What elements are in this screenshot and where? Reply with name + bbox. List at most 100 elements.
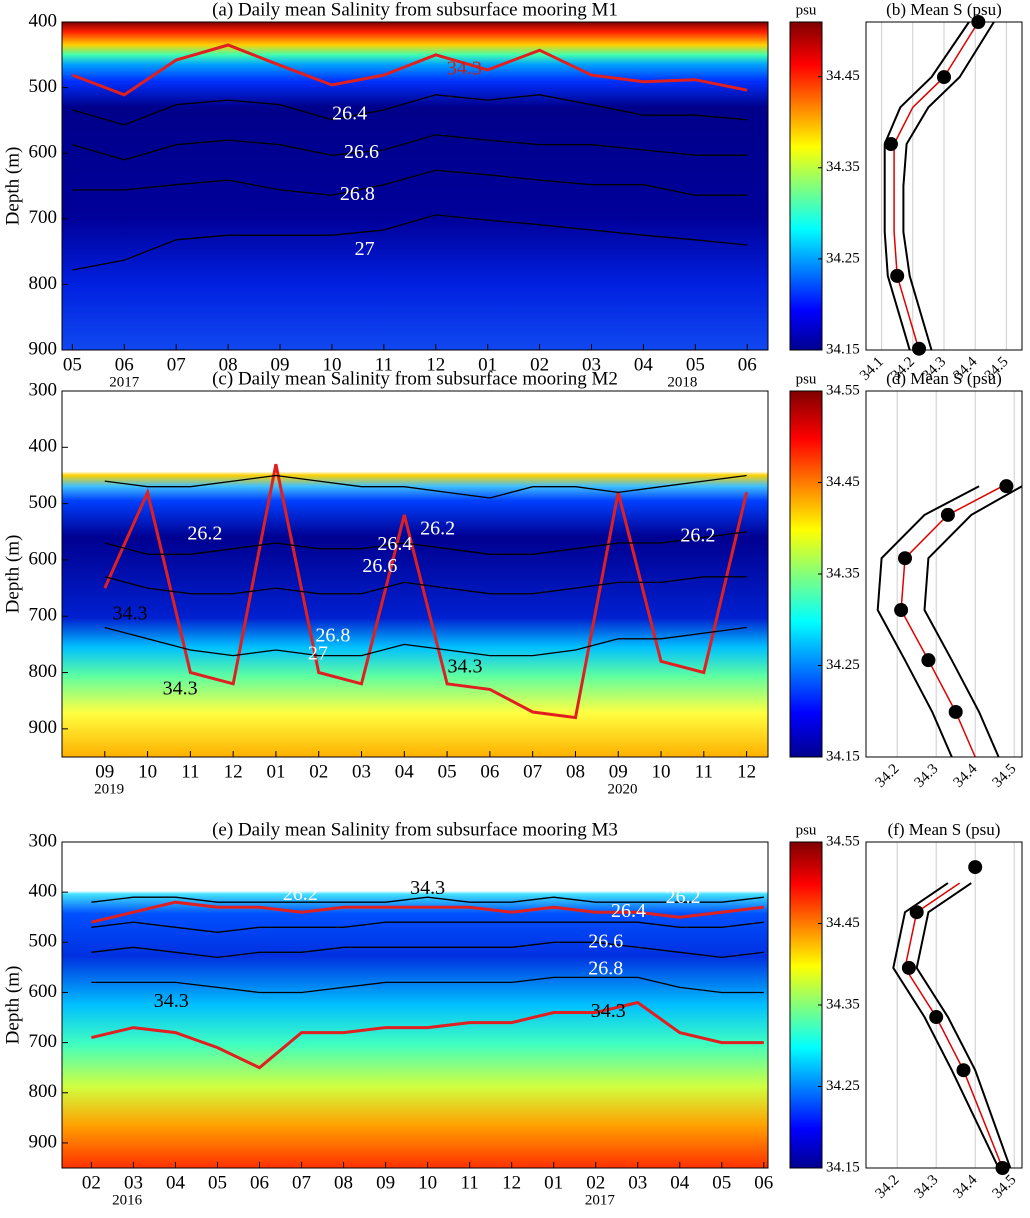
profile-lower bbox=[883, 21, 970, 351]
contour-line bbox=[91, 921, 764, 933]
x-tick-label: 12 bbox=[426, 354, 445, 375]
x-tick-label: 11 bbox=[460, 1172, 478, 1193]
y-axis-label: Depth (m) bbox=[2, 966, 23, 1045]
y-tick-label: 700 bbox=[29, 605, 58, 626]
y-tick-label: 700 bbox=[29, 207, 58, 228]
contour-label: 34.3 bbox=[591, 1000, 626, 1022]
colorbar-tick-label: 34.15 bbox=[826, 341, 860, 357]
contour-line bbox=[72, 94, 748, 126]
plot-frame bbox=[61, 21, 769, 351]
profile-point bbox=[883, 137, 898, 152]
y-tick-label: 300 bbox=[29, 379, 58, 400]
x-tick-label: 09 bbox=[609, 761, 628, 782]
y-axis-label: Depth (m) bbox=[2, 535, 23, 614]
panel-title: (e) Daily mean Salinity from subsurface … bbox=[212, 819, 618, 840]
profile-point bbox=[937, 70, 951, 85]
contour-label: 26.4 bbox=[377, 533, 412, 555]
profile-x-tick-label: 34.2 bbox=[873, 761, 903, 791]
profile-point bbox=[940, 507, 955, 522]
profile-point bbox=[901, 960, 916, 975]
x-tick-label: 01 bbox=[266, 761, 285, 782]
x-tick-label: 07 bbox=[292, 1172, 311, 1193]
colorbar-tick-label: 34.15 bbox=[826, 1159, 860, 1175]
x-tick-label: 02 bbox=[309, 761, 328, 782]
y-tick-label: 400 bbox=[29, 436, 58, 457]
x-tick-label: 08 bbox=[219, 354, 238, 375]
profile-x-tick-label: 34.4 bbox=[951, 1172, 981, 1202]
colorbar-tick-label: 34.45 bbox=[826, 915, 860, 931]
contour-label: 26.2 bbox=[666, 886, 701, 908]
x-tick-label: 09 bbox=[271, 354, 290, 375]
x-tick-label: 06 bbox=[738, 354, 757, 375]
profile-title: (b) Mean S (psu) bbox=[886, 0, 1002, 19]
profile-point bbox=[968, 860, 983, 875]
profile-title: (d) Mean S (psu) bbox=[886, 369, 1002, 388]
y-tick-label: 800 bbox=[29, 661, 58, 682]
x-tick-label: 04 bbox=[166, 1172, 186, 1193]
y-tick-label: 300 bbox=[29, 830, 58, 851]
x-tick-label: 05 bbox=[63, 354, 82, 375]
contour-line bbox=[72, 169, 748, 196]
contour-label: 26.6 bbox=[344, 141, 379, 163]
y-tick-label: 600 bbox=[29, 548, 58, 569]
panel-title: (c) Daily mean Salinity from subsurface … bbox=[212, 368, 618, 389]
x-tick-label: 07 bbox=[523, 761, 542, 782]
contour-line bbox=[104, 576, 747, 595]
profile-point bbox=[894, 603, 909, 618]
profile-point bbox=[921, 653, 936, 668]
y-tick-label: 500 bbox=[29, 492, 58, 513]
contour-line bbox=[91, 896, 764, 903]
contour-label: 26.8 bbox=[315, 625, 350, 647]
colorbar-tick-label: 34.35 bbox=[826, 996, 860, 1012]
profile-point bbox=[956, 1063, 971, 1078]
contour-label: 26.2 bbox=[680, 524, 715, 546]
profile-lower bbox=[876, 485, 980, 758]
contour-line bbox=[72, 134, 748, 161]
colorbar-tick-label: 34.45 bbox=[826, 474, 860, 490]
contour-label: 26.8 bbox=[588, 957, 623, 979]
x-tick-label: 01 bbox=[544, 1172, 563, 1193]
x-tick-label: 09 bbox=[376, 1172, 395, 1193]
y-tick-label: 400 bbox=[29, 881, 58, 902]
y-tick-label: 600 bbox=[29, 981, 58, 1002]
x-tick-label: 03 bbox=[352, 761, 371, 782]
x-tick-label: 12 bbox=[502, 1172, 521, 1193]
profile-title: (f) Mean S (psu) bbox=[888, 820, 1001, 839]
x-tick-label: 10 bbox=[652, 761, 671, 782]
y-tick-label: 900 bbox=[29, 1131, 58, 1152]
contour-label: 26.2 bbox=[283, 883, 318, 905]
year-label: 2017 bbox=[585, 1192, 616, 1208]
contour-line bbox=[91, 941, 764, 959]
year-label: 2018 bbox=[667, 374, 697, 390]
colorbar-tick-label: 34.45 bbox=[826, 68, 860, 84]
profile-upper bbox=[923, 485, 1023, 758]
contour-label: 26.2 bbox=[420, 518, 455, 540]
colorbar-tick-label: 34.55 bbox=[826, 382, 860, 398]
x-tick-label: 02 bbox=[530, 354, 549, 375]
x-tick-label: 11 bbox=[695, 761, 713, 782]
y-tick-label: 400 bbox=[29, 10, 58, 31]
contour-line bbox=[104, 531, 747, 555]
contour-label: 34.3 bbox=[447, 57, 482, 79]
y-tick-label: 500 bbox=[29, 931, 58, 952]
x-tick-label: 06 bbox=[754, 1172, 773, 1193]
contour-label: 27 bbox=[308, 643, 328, 665]
contour-label: 26.6 bbox=[588, 930, 623, 952]
profile-point bbox=[890, 268, 905, 283]
contour-line bbox=[104, 626, 747, 657]
x-tick-label: 11 bbox=[181, 761, 199, 782]
colorbar-tick-label: 34.35 bbox=[826, 565, 860, 581]
colorbar-tick-label: 34.55 bbox=[826, 833, 860, 849]
profile-point bbox=[898, 551, 912, 566]
contour-line bbox=[91, 900, 764, 924]
profile-point bbox=[999, 479, 1014, 494]
profile-x-tick-label: 34.2 bbox=[873, 1172, 903, 1202]
colorbar-tick-label: 34.25 bbox=[826, 657, 860, 673]
colorbar-tick-label: 34.25 bbox=[826, 250, 860, 266]
profile-x-tick-label: 34.1 bbox=[857, 354, 887, 384]
x-tick-label: 03 bbox=[582, 354, 601, 375]
x-tick-label: 02 bbox=[82, 1172, 101, 1193]
x-tick-label: 10 bbox=[322, 354, 341, 375]
contour-line bbox=[91, 1000, 764, 1070]
